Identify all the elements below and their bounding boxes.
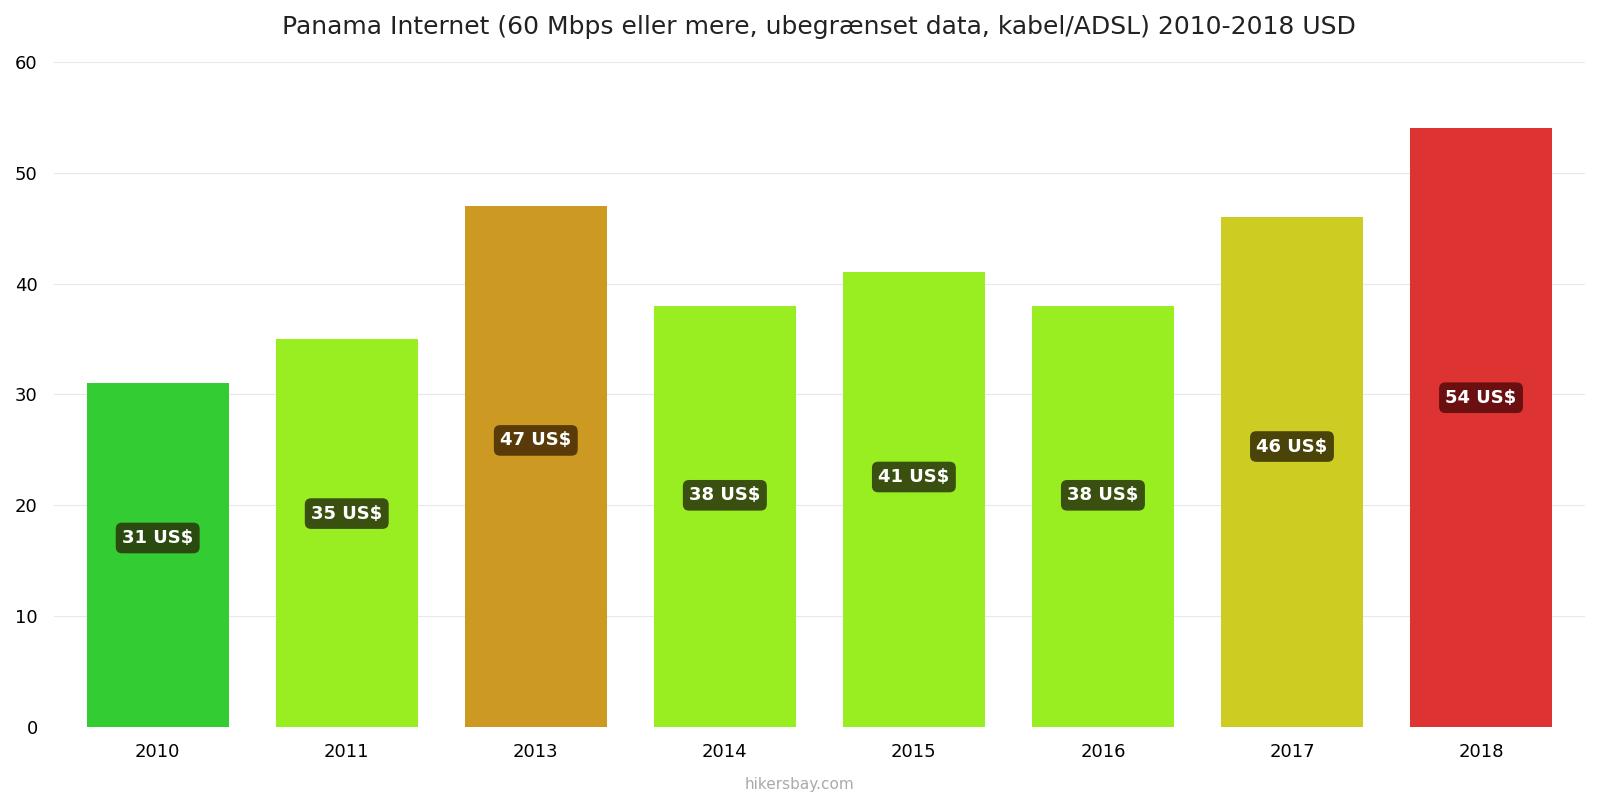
Bar: [86, 383, 229, 727]
Bar: [466, 206, 606, 727]
Title: Panama Internet (60 Mbps eller mere, ubegrænset data, kabel/ADSL) 2010-2018 USD: Panama Internet (60 Mbps eller mere, ube…: [283, 15, 1357, 39]
Text: 47 US$: 47 US$: [501, 431, 571, 450]
Bar: [654, 306, 795, 727]
Text: 46 US$: 46 US$: [1256, 438, 1328, 455]
Text: 31 US$: 31 US$: [122, 529, 194, 547]
Bar: [1221, 217, 1363, 727]
Text: 54 US$: 54 US$: [1445, 389, 1517, 406]
Text: 38 US$: 38 US$: [690, 486, 760, 504]
Bar: [843, 273, 984, 727]
Bar: [1410, 128, 1552, 727]
Bar: [1032, 306, 1174, 727]
Text: 35 US$: 35 US$: [310, 505, 382, 522]
Text: 41 US$: 41 US$: [878, 468, 949, 486]
Text: hikersbay.com: hikersbay.com: [746, 777, 854, 792]
Text: 38 US$: 38 US$: [1067, 486, 1139, 504]
Bar: [275, 339, 418, 727]
